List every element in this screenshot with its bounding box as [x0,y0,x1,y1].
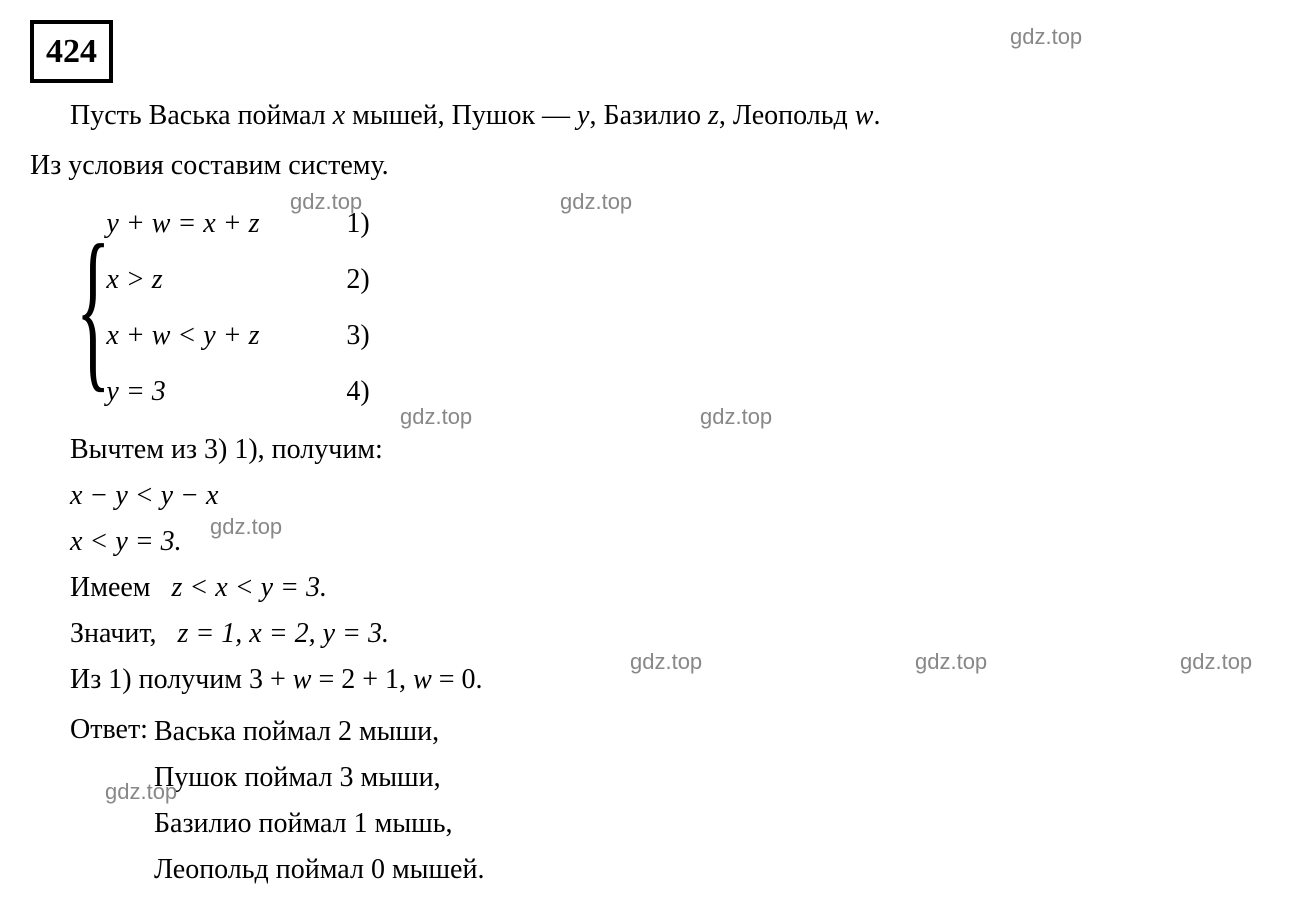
math-expr: x − y < y − x [70,480,218,511]
intro-text: , Базилио [589,100,708,131]
equation: x + w < y + z [106,315,346,357]
var-w: w [413,664,432,695]
answer-block: Ответ: Васька поймал 2 мыши, Пушок пойма… [70,709,1283,893]
math-expr: x < y = 3. [70,526,182,557]
system-row: x > z 2) [106,259,369,301]
intro-text: , Леопольд [719,100,855,131]
equation: y + w = x + z [106,203,346,245]
equation-number: 2) [346,259,369,301]
answer-line: Васька поймал 2 мыши, [154,711,484,753]
equation-system: { y + w = x + z 1) x > z 2) x + w < y + … [70,203,1283,413]
var-z: z [708,100,719,131]
equation: x > z [106,259,346,301]
var-y: y [577,100,589,131]
answer-label: Ответ: [70,709,148,893]
label: Значит, [70,618,157,649]
label: Имеем [70,572,151,603]
solution-line: Вычтем из 3) 1), получим: [70,429,1283,471]
system-rows: y + w = x + z 1) x > z 2) x + w < y + z … [106,203,369,413]
solution-line: Значит, z = 1, x = 2, y = 3. [70,613,1283,655]
var-w: w [293,664,312,695]
answer-line: Базилио поймал 1 мышь, [154,803,484,845]
var-x: x [333,100,345,131]
intro-line-2: Из условия составим систему. [30,145,1283,187]
watermark: gdz.top [1010,20,1082,53]
text: Из 1) получим 3 + [70,664,293,695]
problem-number-badge: 424 [30,20,113,83]
solution-line: x < y = 3. [70,521,1283,563]
answer-lines: Васька поймал 2 мыши, Пушок поймал 3 мыш… [154,709,484,893]
math-expr: z < x < y = 3. [172,572,327,603]
solution-line: x − y < y − x [70,475,1283,517]
equation-number: 3) [346,315,369,357]
math-expr: z = 1, x = 2, y = 3. [178,618,389,649]
intro-text: Пусть Васька поймал [70,100,333,131]
var-w: w [855,100,874,131]
intro-line-1: Пусть Васька поймал x мышей, Пушок — y, … [30,95,1283,137]
system-brace: { [76,208,111,408]
text: = 2 + 1, [311,664,413,695]
system-row: x + w < y + z 3) [106,315,369,357]
solution-line: Из 1) получим 3 + w = 2 + 1, w = 0. [70,659,1283,701]
solution-line: Имеем z < x < y = 3. [70,567,1283,609]
intro-text: мышей, Пушок — [345,100,577,131]
intro-text: . [873,100,880,131]
system-row: y = 3 4) [106,371,369,413]
equation-number: 1) [346,203,369,245]
equation-number: 4) [346,371,369,413]
answer-line: Леопольд поймал 0 мышей. [154,849,484,891]
answer-line: Пушок поймал 3 мыши, [154,757,484,799]
text: = 0. [432,664,483,695]
system-row: y + w = x + z 1) [106,203,369,245]
equation: y = 3 [106,371,346,413]
